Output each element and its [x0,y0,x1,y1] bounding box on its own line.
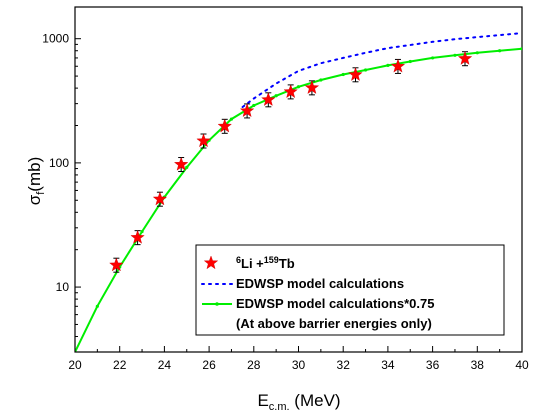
legend-star-marker [203,255,219,270]
series-point-edwsp-075 [274,94,278,98]
legend: 6Li +159Tb EDWSP model calculations EDWSP … [195,244,505,336]
legend-line-point [215,302,219,306]
data-point-star [239,103,255,118]
x-axis-title: Ec.m. (MeV) [257,391,340,413]
x-tick-label: 20 [68,358,82,372]
series-point-edwsp-075 [252,103,256,108]
data-point-star [390,58,406,73]
data-point-star [217,118,232,133]
series-point-edwsp-075 [296,85,301,89]
legend-box [195,244,505,336]
series-point-edwsp-075 [431,56,435,60]
data-point-star [196,133,211,148]
x-tick-label: 32 [337,358,351,372]
legend-note: (At above barrier energies only) [236,316,432,331]
series-line-edwsp [241,32,522,108]
series-point-edwsp-075 [319,78,323,82]
series-point-edwsp-075 [363,68,368,72]
series-point-edwsp-075 [185,165,189,169]
data-point-star [304,80,320,94]
x-tick-label: 30 [292,358,306,372]
data-point-star [173,156,189,171]
legend-label-edwsp: EDWSP model calculations [236,276,404,291]
series-point-edwsp-075 [498,49,502,53]
series-point-edwsp-075 [408,59,412,64]
data-point-star [283,84,298,99]
x-tick-label: 26 [202,358,216,372]
series-point-edwsp-075 [229,117,234,121]
x-tick-label: 38 [471,358,485,372]
y-tick-label: 1000 [42,32,69,46]
y-axis-title: σf(mb) [25,157,47,206]
series-point-edwsp-075 [475,51,479,55]
series-point-edwsp-075 [95,304,99,308]
x-tick-label: 22 [113,358,127,372]
data-point-star [152,191,168,206]
data-point-star [457,51,473,65]
series-point-edwsp-075 [140,229,144,234]
axis-ticks: 20 22 24 26 28 30 32 34 36 38 40 10 100 1000 [42,32,529,372]
legend-label-edwsp-075: EDWSP model calculations*0.75 [236,296,434,311]
data-point-star [130,230,145,244]
series-point-edwsp-075 [341,72,345,77]
x-tick-label: 24 [158,358,172,372]
axis-labels: Ec.m. (MeV) σf(mb) [25,157,341,413]
data-point-star [348,67,363,81]
data-point-star [109,257,124,272]
legend-label-experiment: 6Li +159Tb [236,255,295,271]
data-point-star [261,92,276,106]
x-tick-label: 34 [381,358,395,372]
x-tick-label: 36 [426,358,440,372]
series-point-edwsp-075 [386,63,390,67]
y-tick-label: 100 [49,156,69,170]
x-tick-label: 40 [515,358,529,372]
x-tick-label: 28 [247,358,261,372]
series-point-edwsp-075 [453,53,457,57]
y-tick-label: 10 [56,280,70,294]
series-point-edwsp-075 [520,47,522,51]
